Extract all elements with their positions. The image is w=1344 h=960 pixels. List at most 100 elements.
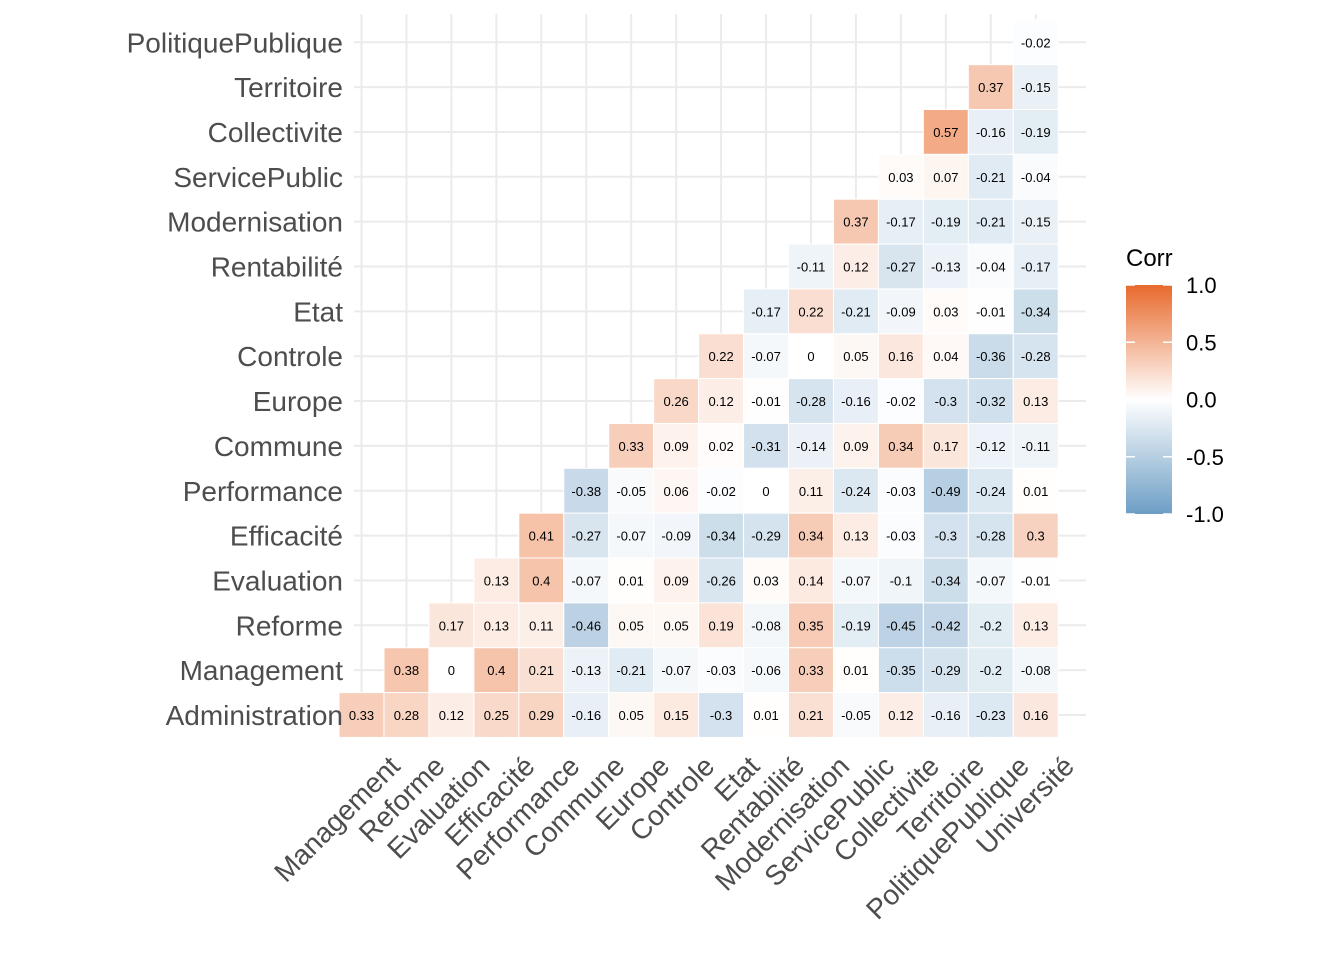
cell-value-label: 0.01 [619, 573, 644, 588]
cell-value-label: 0.37 [843, 215, 868, 230]
heatmap-cell [832, 243, 879, 290]
cell-value-label: 0.38 [394, 663, 419, 678]
heatmap-cells [338, 19, 1059, 738]
heatmap-cell [967, 557, 1014, 604]
cell-value-label: 0.11 [799, 484, 823, 499]
cell-value-label: 0.28 [394, 708, 419, 723]
cell-value-label: -0.21 [976, 170, 1006, 185]
y-tick-label: Evaluation [212, 565, 343, 596]
heatmap-cell [967, 378, 1014, 424]
cell-value-label: 0.22 [708, 349, 733, 364]
heatmap-cell [428, 647, 475, 694]
heatmap-cell [563, 467, 610, 514]
legend: Corr 1.0 0.5 0.0 -0.5 -1.0 [1126, 245, 1224, 527]
cell-value-label: 0.3 [1027, 529, 1045, 544]
cell-value-label: -0.42 [931, 618, 961, 633]
cell-value-label: -0.02 [1021, 35, 1051, 50]
cell-value-label: 0.12 [439, 708, 464, 723]
heatmap-cell [1012, 378, 1059, 424]
heatmap-cell [922, 647, 969, 694]
cell-value-label: -0.16 [976, 125, 1006, 140]
cell-value-label: -0.49 [931, 484, 961, 499]
cell-value-label: 0.33 [619, 439, 644, 454]
legend-ticks: 1.0 0.5 0.0 -0.5 -1.0 [1126, 273, 1224, 527]
cell-value-label: 0.12 [888, 708, 913, 723]
heatmap-cell [877, 692, 924, 738]
heatmap-cell [473, 602, 520, 649]
cell-value-label: 0.06 [663, 484, 688, 499]
heatmap-cell [563, 692, 610, 738]
heatmap-cell [832, 692, 879, 738]
cell-value-label: 0.33 [349, 708, 374, 723]
heatmap-cell [338, 692, 385, 738]
heatmap-cell [1012, 647, 1059, 694]
heatmap-cell [1012, 198, 1059, 245]
legend-tick-label: 0.5 [1186, 330, 1217, 355]
heatmap-cell [1012, 692, 1059, 738]
cell-value-label: 0.01 [753, 708, 778, 723]
cell-value-label: -0.07 [616, 529, 646, 544]
cell-value-label: 0.13 [1023, 394, 1048, 409]
heatmap-cell [1012, 153, 1059, 200]
legend-tick-label: 0.0 [1186, 388, 1217, 413]
y-tick-label: Administration [166, 700, 343, 731]
cell-value-label: 0.13 [843, 529, 868, 544]
cell-value-label: -0.34 [1021, 304, 1051, 319]
heatmap-cell [967, 288, 1014, 335]
heatmap-cell [608, 692, 655, 738]
cell-value-label: -0.21 [616, 663, 646, 678]
cell-value-label: 0.41 [529, 529, 554, 544]
heatmap-cell [743, 333, 790, 380]
cell-value-label: -0.01 [976, 304, 1006, 319]
heatmap-cell [608, 557, 655, 604]
cell-value-label: 0.04 [933, 349, 958, 364]
heatmap-cell [1012, 288, 1059, 335]
cell-value-label: 0.05 [663, 618, 688, 633]
y-tick-label: Modernisation [167, 207, 343, 238]
legend-tick-label: -0.5 [1186, 445, 1224, 470]
cell-value-label: -0.03 [706, 663, 736, 678]
y-tick-label: Efficacité [230, 521, 343, 552]
cell-value-label: 0.57 [933, 125, 958, 140]
cell-value-label: -0.2 [980, 618, 1002, 633]
cell-value-label: -0.34 [931, 573, 961, 588]
cell-value-label: -0.03 [886, 529, 916, 544]
y-tick-label: Commune [214, 431, 343, 462]
cell-value-label: 0.07 [933, 170, 958, 185]
legend-tick-label: -1.0 [1186, 502, 1224, 527]
cell-value-label: -0.21 [841, 304, 871, 319]
heatmap-cell [877, 243, 924, 290]
cell-value-label: -0.32 [976, 394, 1006, 409]
cell-value-label: -0.05 [616, 484, 646, 499]
cell-value-label: 0.4 [487, 663, 505, 678]
y-tick-label: Rentabilité [211, 252, 343, 283]
cell-value-label: -0.16 [571, 708, 601, 723]
cell-value-label: -0.45 [886, 618, 916, 633]
cell-value-label: 0.01 [843, 663, 868, 678]
cell-value-label: -0.07 [841, 573, 871, 588]
cell-value-label: 0.09 [843, 439, 868, 454]
cell-value-label: -0.11 [1021, 439, 1050, 454]
cell-value-label: 0.12 [843, 260, 868, 275]
cell-value-label: -0.3 [935, 394, 957, 409]
heatmap-cell [832, 198, 879, 245]
heatmap-cell [383, 692, 430, 738]
cell-value-label: -0.21 [976, 215, 1006, 230]
heatmap-cell [698, 692, 745, 738]
cell-value-label: -0.04 [1021, 170, 1051, 185]
y-tick-label: PolitiquePublique [127, 27, 343, 58]
cell-value-label: -0.11 [797, 260, 826, 275]
heatmap-cell [967, 333, 1014, 380]
heatmap-cell [967, 467, 1014, 514]
cell-value-label: -0.17 [751, 304, 781, 319]
heatmap-cell [743, 467, 790, 514]
heatmap-cell [653, 422, 700, 469]
heatmap-cell [743, 422, 790, 469]
cell-value-label: 0.02 [708, 439, 733, 454]
heatmap-cell [653, 378, 700, 424]
heatmap-cell [788, 602, 834, 649]
cell-value-label: -0.29 [931, 663, 961, 678]
heatmap-cell [832, 602, 879, 649]
cell-value-label: -0.16 [841, 394, 871, 409]
